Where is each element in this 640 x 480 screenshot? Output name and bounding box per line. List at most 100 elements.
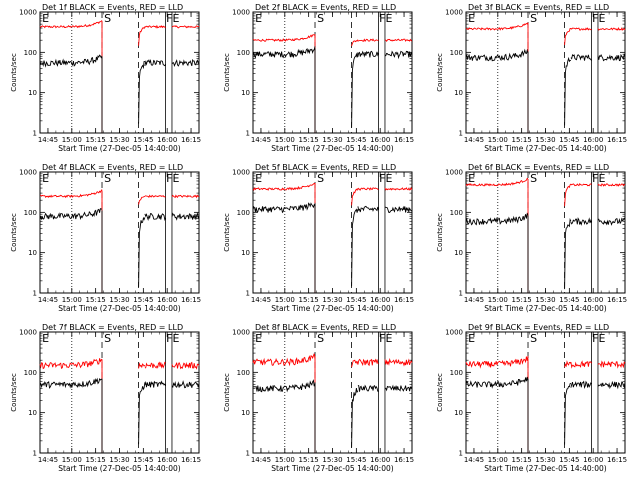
lld-series-line: [357, 187, 379, 191]
chart-title: Det 3f BLACK = Events, RED = LLD: [468, 3, 609, 12]
x-axis-label: Start Time (27-Dec-05 14:40:00): [58, 304, 180, 313]
events-series-line: [357, 205, 380, 213]
lld-series-line: [465, 177, 529, 187]
lld-series-line: [597, 360, 626, 369]
y-axis-label: Counts/sec: [10, 373, 18, 412]
y-tick-label: 1: [246, 130, 250, 138]
event-marker-e: E: [172, 172, 179, 185]
y-tick-label: 1: [33, 290, 37, 298]
x-tick-label: 16:15: [607, 456, 627, 464]
chart-title: Det 8f BLACK = Events, RED = LLD: [255, 323, 396, 332]
y-tick-label: 10: [28, 249, 37, 257]
x-tick-label: 15:00: [488, 296, 508, 304]
x-tick-label: 16:15: [181, 296, 201, 304]
chart-title: Det 2f BLACK = Events, RED = LLD: [255, 3, 396, 12]
y-tick-label: 1: [459, 450, 463, 458]
event-marker-e: E: [172, 12, 179, 25]
events-series-line: [384, 50, 413, 60]
event-marker-f: F: [166, 332, 172, 345]
x-tick-label: 15:00: [275, 296, 295, 304]
event-marker-f: F: [592, 12, 598, 25]
y-tick-label: 100: [450, 369, 463, 377]
y-axis-label: Counts/sec: [223, 373, 231, 412]
y-tick-label: 100: [450, 209, 463, 217]
events-series-line: [570, 53, 592, 61]
lld-series-line: [351, 39, 359, 47]
event-marker-s: S: [530, 332, 537, 345]
y-axis-label: Counts/sec: [223, 213, 231, 252]
x-tick-label: 16:15: [394, 456, 414, 464]
event-marker-e: E: [468, 12, 475, 25]
events-series-line: [351, 52, 359, 128]
y-tick-label: 100: [24, 49, 37, 57]
events-series-line: [597, 380, 626, 390]
y-tick-label: 1000: [445, 9, 463, 17]
x-tick-label: 15:45: [133, 296, 153, 304]
x-tick-label: 15:15: [512, 296, 532, 304]
x-tick-label: 14:45: [38, 456, 58, 464]
y-tick-label: 10: [454, 89, 463, 97]
event-marker-f: F: [166, 12, 172, 25]
chart-title: Det 1f BLACK = Events, RED = LLD: [42, 3, 183, 12]
lld-series-line: [564, 28, 571, 46]
y-tick-label: 1: [459, 290, 463, 298]
y-tick-label: 10: [454, 409, 463, 417]
y-tick-label: 1000: [232, 9, 250, 17]
chart-panel-9: Det 9f BLACK = Events, RED = LLD 1 10 100 10…: [436, 323, 627, 473]
x-tick-label: 15:45: [133, 136, 153, 144]
event-marker-s: S: [530, 12, 537, 25]
lld-series-line: [138, 362, 146, 369]
x-tick-label: 14:45: [464, 296, 484, 304]
chart-title: Det 6f BLACK = Events, RED = LLD: [468, 163, 609, 172]
event-marker-e: E: [255, 172, 262, 185]
x-axis-label: Start Time (27-Dec-05 14:40:00): [58, 144, 180, 153]
x-tick-label: 15:30: [535, 136, 555, 144]
plot-frame: [465, 331, 626, 454]
chart-panel-1: Det 1f BLACK = Events, RED = LLD 1 10 100 10…: [10, 3, 201, 153]
y-tick-label: 100: [24, 369, 37, 377]
plot-frame: [39, 11, 200, 134]
events-series-line: [570, 217, 593, 226]
events-series-line: [465, 48, 529, 62]
lld-series-line: [138, 196, 145, 205]
x-tick-label: 15:00: [62, 136, 82, 144]
x-tick-label: 15:30: [322, 456, 342, 464]
lld-series-line: [39, 20, 103, 29]
x-tick-label: 15:00: [488, 456, 508, 464]
x-tick-label: 15:45: [559, 296, 579, 304]
event-marker-e: E: [385, 332, 392, 345]
event-marker-s: S: [104, 12, 111, 25]
x-tick-label: 15:00: [488, 136, 508, 144]
chart-title: Det 9f BLACK = Events, RED = LLD: [468, 323, 609, 332]
x-tick-label: 15:30: [109, 296, 129, 304]
chart-panel-4: Det 4f BLACK = Events, RED = LLD 1 10 100 10…: [10, 163, 201, 313]
event-marker-e: E: [255, 12, 262, 25]
events-series-line: [144, 213, 167, 222]
lld-series-line: [144, 361, 166, 369]
plot-frame: [39, 331, 200, 454]
x-tick-label: 16:15: [394, 296, 414, 304]
lld-series-line: [384, 186, 413, 191]
x-tick-label: 15:30: [109, 136, 129, 144]
lld-series-line: [252, 353, 316, 367]
lld-series-line: [564, 183, 572, 207]
x-tick-label: 15:45: [346, 136, 366, 144]
events-series-line: [252, 379, 316, 393]
x-axis-label: Start Time (27-Dec-05 14:40:00): [58, 464, 180, 473]
y-axis-label: Counts/sec: [436, 53, 444, 92]
event-marker-s: S: [317, 12, 324, 25]
y-tick-label: 10: [28, 89, 37, 97]
x-tick-label: 16:00: [583, 296, 603, 304]
x-tick-label: 16:15: [607, 296, 627, 304]
y-tick-label: 10: [241, 249, 250, 257]
chart-title: Det 5f BLACK = Events, RED = LLD: [255, 163, 396, 172]
x-tick-label: 16:15: [607, 136, 627, 144]
x-axis-label: Start Time (27-Dec-05 14:40:00): [271, 464, 393, 473]
event-marker-f: F: [166, 172, 172, 185]
events-series-line: [564, 382, 572, 445]
x-tick-label: 15:15: [299, 296, 319, 304]
lld-series-line: [570, 27, 592, 31]
y-tick-label: 1000: [445, 329, 463, 337]
lld-series-line: [40, 189, 103, 199]
events-series-line: [465, 212, 529, 226]
